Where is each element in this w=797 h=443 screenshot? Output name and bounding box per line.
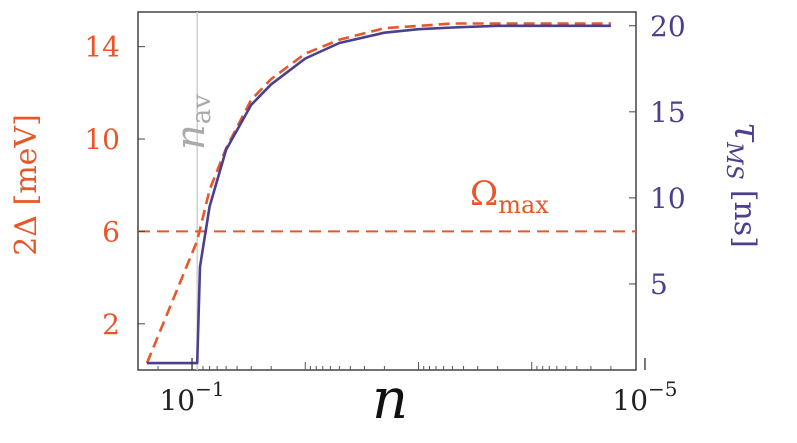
x-tick-label: 10−5 [612,377,677,417]
right-tick-label: 15 [650,96,686,129]
plot-frame [137,11,637,371]
left-tick-label: 10 [84,123,120,156]
series-layer [145,22,611,365]
x-minor-ticks [157,362,612,370]
left-tick-label: 14 [84,31,120,64]
x-axis-ticks: 10−1 10−5 [159,358,678,417]
gap-series-line [145,22,611,364]
x-tick-label: 10−1 [159,377,224,417]
left-axis-label: 2Δ [meV] [9,114,44,256]
left-tick-label: 6 [102,215,120,248]
right-tick-label: 5 [650,268,668,301]
left-tick-label: 2 [102,308,120,341]
right-tick-label: 10 [650,182,686,215]
tau-series-line [147,24,611,365]
omega-max-label: Ωmax [470,174,549,219]
right-tick-label: 20 [650,10,686,43]
left-axis-ticks: 2 6 10 14 [84,31,145,341]
x-axis-label: n [372,367,408,432]
right-axis-label: τMS[ns] [721,122,767,248]
n-av-label: nav [168,94,217,150]
right-axis-ticks: 5 10 15 20 [629,10,686,301]
annotation-lines [138,12,636,370]
